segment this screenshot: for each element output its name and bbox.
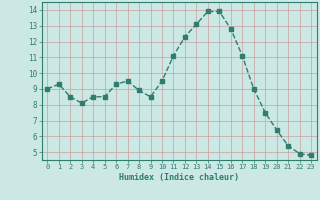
X-axis label: Humidex (Indice chaleur): Humidex (Indice chaleur) [119, 173, 239, 182]
